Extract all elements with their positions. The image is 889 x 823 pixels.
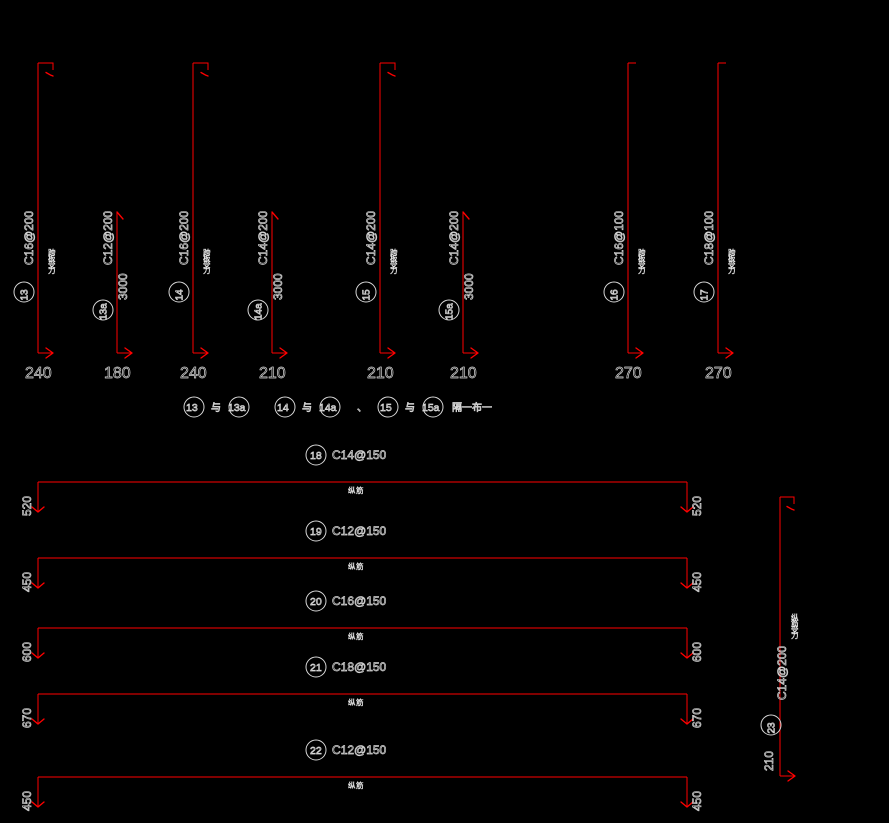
svg-text:240: 240: [180, 365, 207, 382]
svg-text:力: 力: [203, 265, 211, 275]
svg-text:14: 14: [175, 289, 186, 301]
svg-text:3000: 3000: [271, 273, 285, 300]
svg-text:C12@150: C12@150: [332, 524, 387, 538]
svg-text:270: 270: [615, 365, 642, 382]
svg-text:C14@200: C14@200: [256, 210, 270, 265]
svg-text:C14@200: C14@200: [447, 210, 461, 265]
svg-text:与: 与: [302, 402, 312, 414]
svg-text:C16@200: C16@200: [177, 210, 191, 265]
svg-text:力: 力: [791, 630, 799, 640]
svg-text:520: 520: [20, 496, 34, 516]
svg-text:纵: 纵: [348, 562, 356, 571]
svg-text:210: 210: [450, 365, 477, 382]
svg-text:520: 520: [690, 496, 704, 516]
svg-text:670: 670: [690, 708, 704, 728]
svg-text:180: 180: [104, 365, 131, 382]
svg-text:力: 力: [390, 265, 398, 275]
svg-text:14a: 14a: [319, 402, 337, 414]
svg-text:18: 18: [310, 450, 322, 462]
svg-text:筋: 筋: [356, 485, 364, 495]
svg-text:C18@150: C18@150: [332, 660, 387, 674]
svg-text:C14@150: C14@150: [332, 448, 387, 462]
svg-text:19: 19: [310, 526, 322, 538]
svg-text:C16@100: C16@100: [612, 210, 626, 265]
svg-text:与: 与: [211, 402, 221, 414]
svg-text:13: 13: [20, 289, 31, 301]
svg-text:210: 210: [762, 751, 776, 771]
svg-text:210: 210: [259, 365, 286, 382]
svg-text:600: 600: [690, 642, 704, 662]
svg-text:450: 450: [20, 572, 34, 592]
svg-text:3000: 3000: [462, 273, 476, 300]
svg-text:450: 450: [20, 791, 34, 811]
svg-text:力: 力: [728, 265, 736, 275]
svg-text:C12@150: C12@150: [332, 743, 387, 757]
svg-text:17: 17: [700, 289, 711, 301]
svg-text:C14@200: C14@200: [775, 645, 789, 700]
svg-text:450: 450: [690, 572, 704, 592]
svg-text:14: 14: [277, 402, 289, 414]
svg-text:、: 、: [357, 403, 367, 414]
svg-text:13: 13: [186, 402, 198, 414]
svg-text:22: 22: [310, 745, 322, 757]
svg-text:纵: 纵: [348, 486, 356, 495]
svg-text:C16@150: C16@150: [332, 594, 387, 608]
svg-text:450: 450: [690, 791, 704, 811]
svg-text:3000: 3000: [116, 273, 130, 300]
svg-text:14a: 14a: [254, 303, 265, 320]
svg-text:力: 力: [48, 265, 56, 275]
svg-text:15: 15: [380, 402, 392, 414]
svg-text:力: 力: [638, 265, 646, 275]
svg-text:15: 15: [362, 289, 373, 301]
svg-text:13a: 13a: [99, 303, 110, 320]
svg-text:纵: 纵: [348, 698, 356, 707]
svg-text:600: 600: [20, 642, 34, 662]
svg-text:筋: 筋: [356, 631, 364, 641]
svg-text:20: 20: [310, 596, 322, 608]
svg-text:C18@100: C18@100: [702, 210, 716, 265]
svg-text:C12@200: C12@200: [101, 210, 115, 265]
svg-text:13a: 13a: [228, 402, 246, 414]
svg-text:21: 21: [310, 662, 322, 674]
svg-text:C14@200: C14@200: [364, 210, 378, 265]
svg-text:纵: 纵: [348, 632, 356, 641]
svg-text:筋: 筋: [356, 780, 364, 790]
svg-text:23: 23: [767, 722, 778, 734]
svg-text:270: 270: [705, 365, 732, 382]
svg-text:15a: 15a: [445, 303, 456, 320]
svg-text:筋: 筋: [356, 561, 364, 571]
svg-text:210: 210: [367, 365, 394, 382]
svg-text:C16@200: C16@200: [22, 210, 36, 265]
svg-text:筋: 筋: [356, 697, 364, 707]
svg-text:与: 与: [405, 402, 415, 414]
svg-text:240: 240: [25, 365, 52, 382]
svg-text:670: 670: [20, 708, 34, 728]
svg-text:16: 16: [610, 289, 621, 301]
svg-text:隔一布一: 隔一布一: [452, 402, 492, 414]
svg-text:纵: 纵: [348, 781, 356, 790]
svg-text:15a: 15a: [422, 402, 440, 414]
